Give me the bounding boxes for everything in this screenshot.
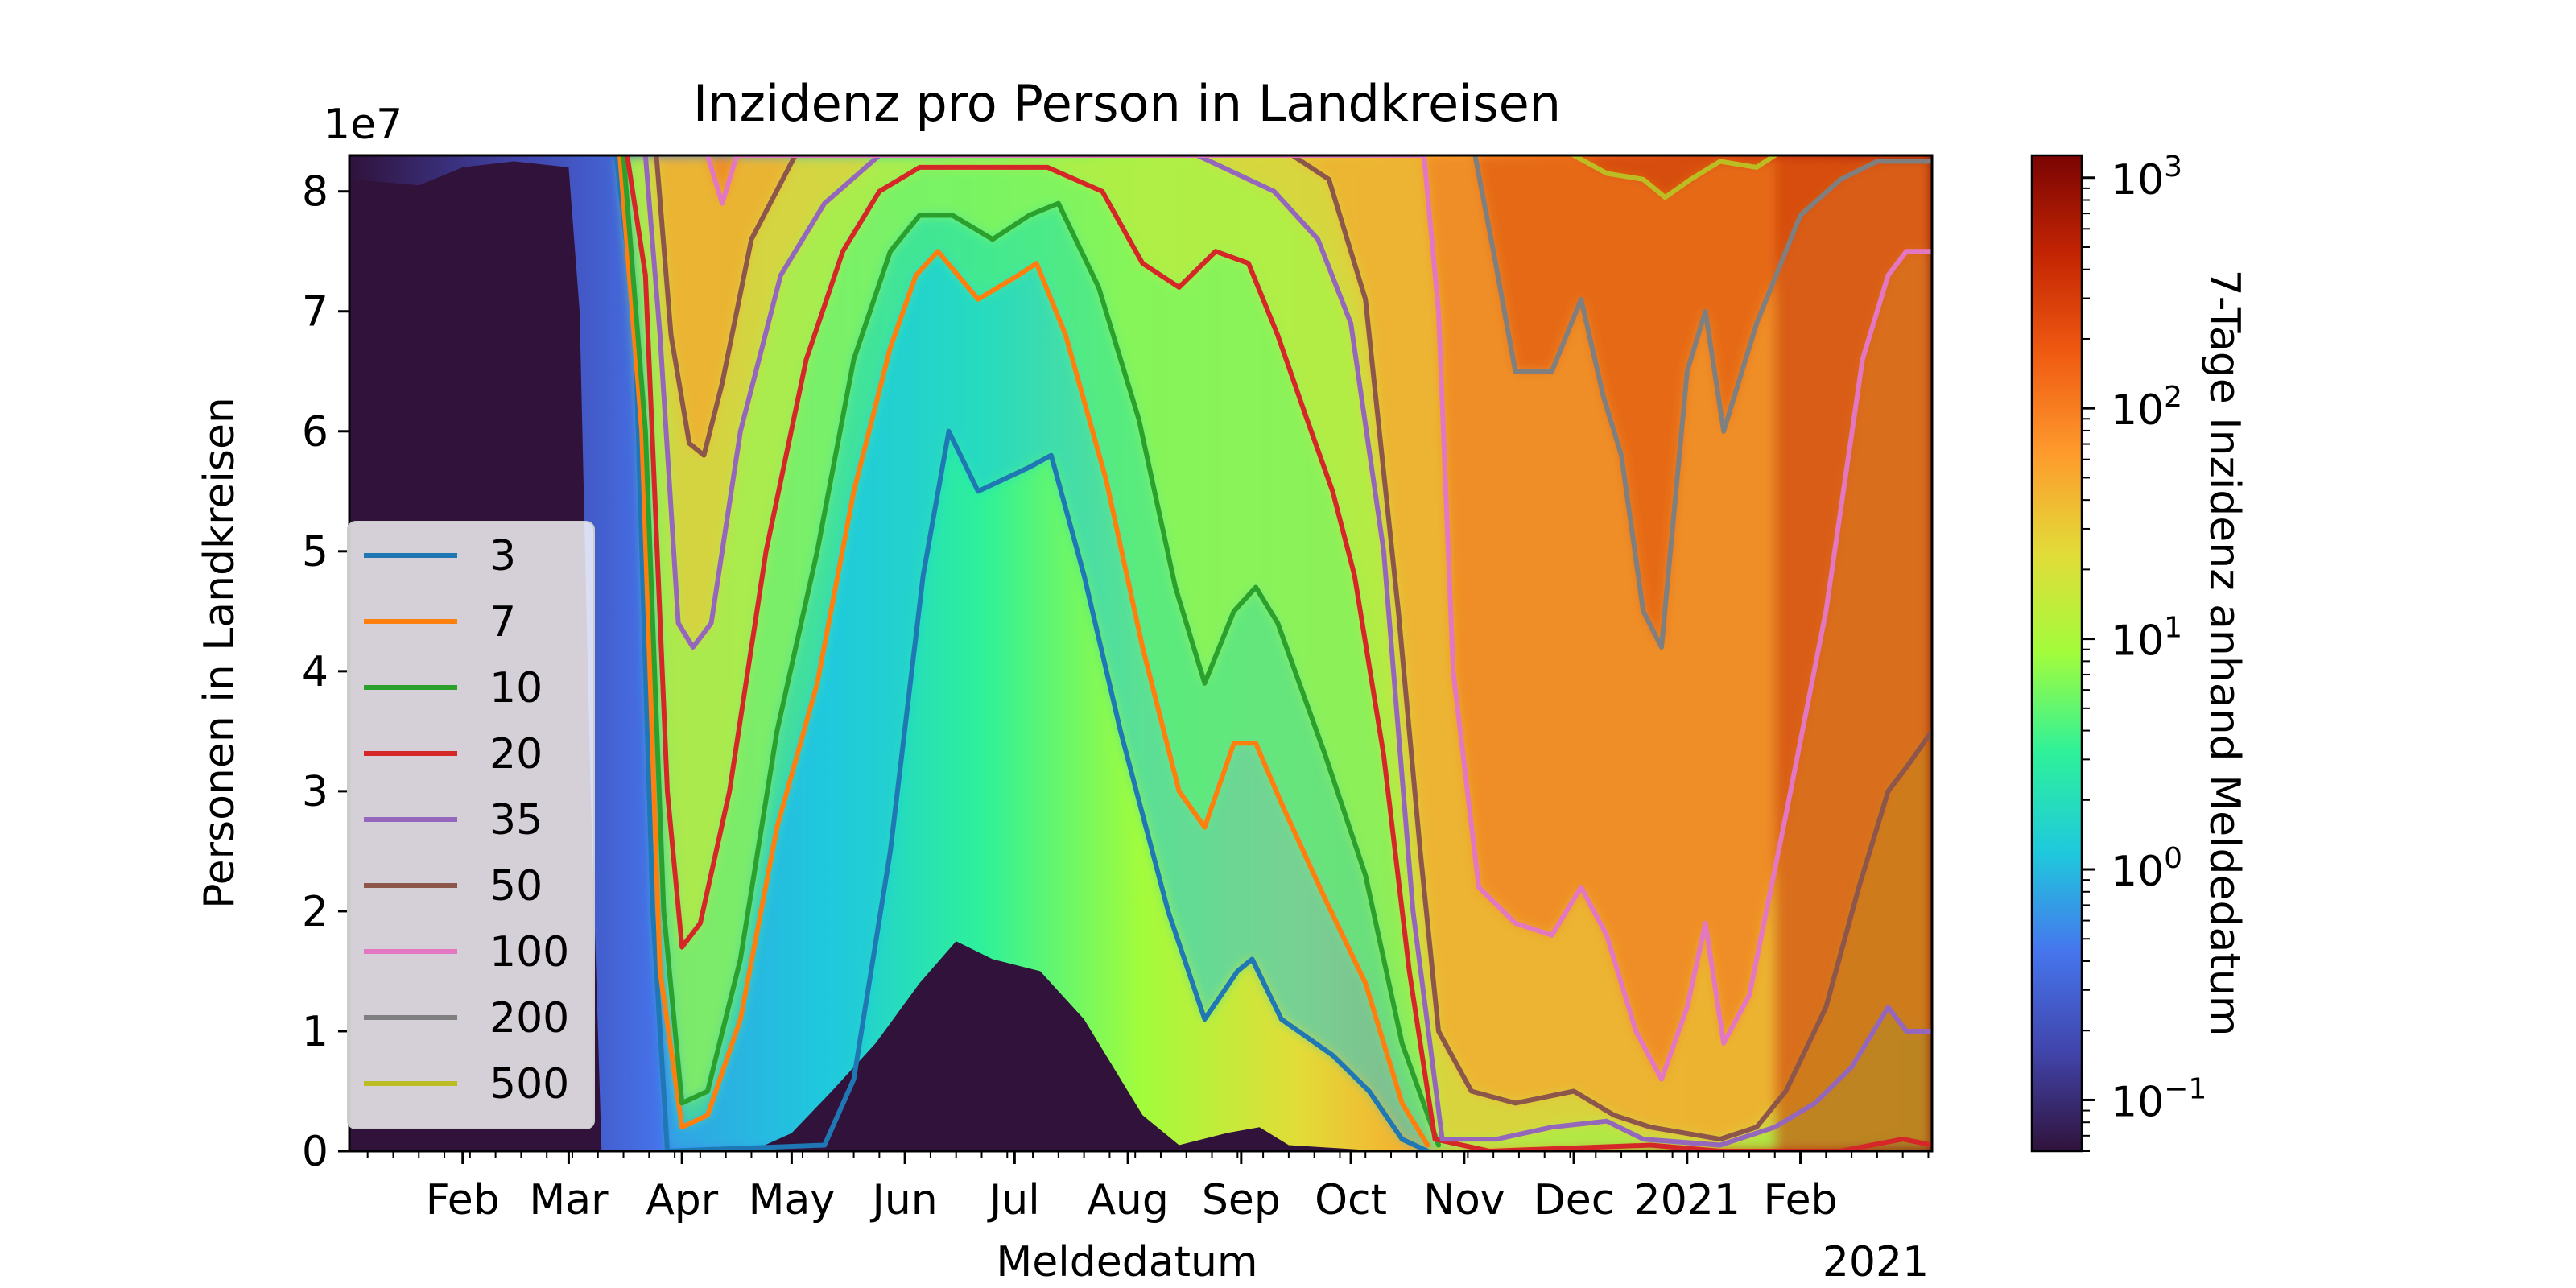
x-axis-label: Meldedatum <box>996 1238 1257 1286</box>
heatmap-band-200 <box>1475 155 1932 647</box>
legend-label-100: 100 <box>489 928 569 976</box>
chart-title: Inzidenz pro Person in Landkreisen <box>693 74 1561 133</box>
x-tick-label: Nov <box>1423 1176 1505 1224</box>
x-tick-label: Jul <box>987 1176 1040 1224</box>
legend-label-50: 50 <box>489 862 543 910</box>
y-tick-label: 0 <box>302 1128 328 1176</box>
series-line-3 <box>613 155 1430 1151</box>
series-line-20 <box>625 155 1932 1151</box>
x-axis: Feb Mar Apr May Jun Jul Aug Sep Oct Nov Dec 2021 Feb <box>366 1151 1930 1224</box>
y-tick-label: 1 <box>302 1008 328 1056</box>
x-year-label: 2021 <box>1823 1238 1929 1286</box>
series-lines <box>613 155 1932 1151</box>
y-tick-label: 5 <box>302 528 328 576</box>
x-tick-label: May <box>749 1176 836 1224</box>
x-tick-label: Mar <box>529 1176 609 1224</box>
series-line-35 <box>642 155 1932 1148</box>
x-tick-label: Apr <box>646 1176 719 1224</box>
legend-label-7: 7 <box>489 598 516 646</box>
colorbar-label: 7-Tage Inzidenz anhand Meldedatum <box>2200 270 2248 1037</box>
colorbar: 10−1 100 101 102 103 7-Tage Inzidenz anhand … <box>2030 151 2248 1153</box>
y-tick-label: 4 <box>302 648 328 696</box>
series-line-50 <box>654 155 1932 1142</box>
colorbar-tick-label: 100 <box>2111 842 2182 896</box>
series-line-10 <box>621 155 1441 1148</box>
x-tick-label: Feb <box>1764 1176 1838 1224</box>
colorbar-ticks: 10−1 100 101 102 103 <box>2082 151 2207 1152</box>
series-line-100 <box>705 155 1932 1082</box>
legend-label-3: 3 <box>489 532 516 580</box>
y-offset-text: 1e7 <box>324 101 402 149</box>
x-tick-label: Oct <box>1315 1176 1387 1224</box>
legend-box <box>347 521 595 1129</box>
series-line-500 <box>1571 155 1777 200</box>
colorbar-tick-label: 10−1 <box>2111 1072 2207 1126</box>
y-tick-label: 3 <box>302 768 328 816</box>
legend: 3 7 10 20 35 50 100 200 500 <box>347 521 595 1129</box>
x-tick-label: Feb <box>426 1176 500 1224</box>
legend-label-20: 20 <box>489 730 543 778</box>
y-axis-label: Personen in Landkreisen <box>196 397 244 909</box>
legend-label-200: 200 <box>489 994 569 1042</box>
colorbar-gradient <box>2030 154 2083 1153</box>
x-tick-label: Sep <box>1202 1176 1281 1224</box>
legend-label-10: 10 <box>489 664 543 712</box>
legend-label-500: 500 <box>489 1060 569 1108</box>
y-tick-label: 8 <box>302 168 328 217</box>
x-tick-label: Aug <box>1087 1176 1169 1224</box>
x-tick-label: Dec <box>1534 1176 1615 1224</box>
y-axis: 0 1 2 3 4 5 6 7 8 <box>302 168 349 1176</box>
x-tick-label: Jun <box>870 1176 938 1224</box>
series-line-7 <box>617 155 1430 1148</box>
x-tick-label: 2021 <box>1634 1176 1740 1224</box>
y-tick-label: 6 <box>302 408 328 456</box>
legend-label-35: 35 <box>489 796 543 844</box>
heatmap-band-500 <box>1574 155 1932 1151</box>
colorbar-tick-label: 103 <box>2111 151 2182 204</box>
legend-entries: 3 7 10 20 35 50 100 200 500 <box>364 532 569 1108</box>
y-tick-label: 7 <box>302 288 328 336</box>
colorbar-tick-label: 102 <box>2111 381 2182 435</box>
colorbar-tick-label: 101 <box>2111 612 2182 666</box>
series-line-200 <box>1472 155 1932 650</box>
y-tick-label: 2 <box>302 888 328 936</box>
